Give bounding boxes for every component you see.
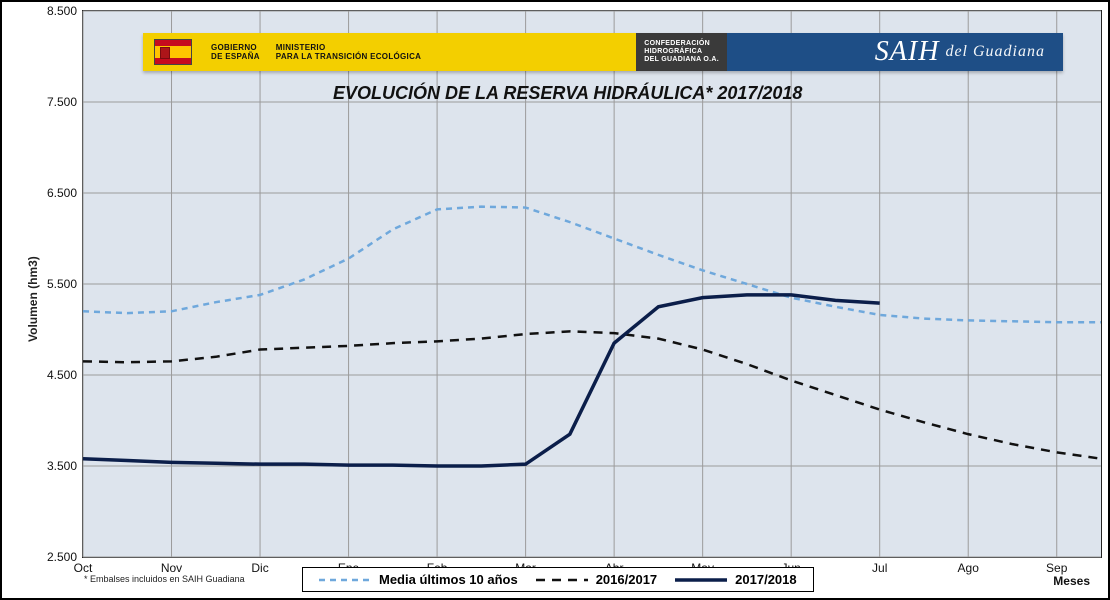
legend-swatch-icon	[319, 573, 371, 587]
y-tick: 4.500	[27, 368, 77, 382]
legend-item-y1718: 2017/2018	[675, 572, 796, 587]
y-tick: 6.500	[27, 186, 77, 200]
legend-label: Media últimos 10 años	[379, 572, 518, 587]
x-tick: Sep	[1037, 561, 1077, 575]
footnote: * Embalses incluidos en SAIH Guadiana	[84, 574, 245, 584]
legend-item-y1617: 2016/2017	[536, 572, 657, 587]
x-tick: Nov	[152, 561, 192, 575]
legend-swatch-icon	[675, 573, 727, 587]
series-y1617	[83, 331, 1101, 458]
y-tick: 7.500	[27, 95, 77, 109]
chart-frame: GOBIERNO DE ESPAÑA MINISTERIO PARA LA TR…	[0, 0, 1110, 600]
x-axis-label: Meses	[1053, 574, 1090, 588]
plot-area: GOBIERNO DE ESPAÑA MINISTERIO PARA LA TR…	[82, 10, 1102, 558]
y-tick: 8.500	[27, 4, 77, 18]
x-tick: Ago	[948, 561, 988, 575]
legend-label: 2017/2018	[735, 572, 796, 587]
legend-label: 2016/2017	[596, 572, 657, 587]
series-media10	[83, 207, 1101, 323]
x-tick: Dic	[240, 561, 280, 575]
y-axis-label: Volumen (hm3)	[26, 256, 40, 342]
x-tick: Jul	[860, 561, 900, 575]
legend-swatch-icon	[536, 573, 588, 587]
y-tick: 3.500	[27, 459, 77, 473]
series-y1718	[83, 295, 880, 466]
x-tick: Oct	[63, 561, 103, 575]
legend: Media últimos 10 años 2016/2017 2017/2018	[302, 567, 814, 592]
legend-item-media10: Media últimos 10 años	[319, 572, 518, 587]
data-lines	[83, 11, 1101, 557]
